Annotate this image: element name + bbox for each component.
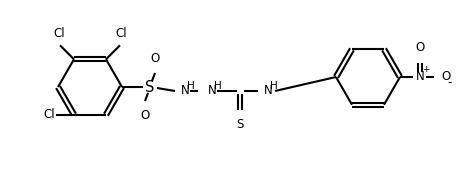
Text: H: H: [270, 81, 278, 91]
Text: N: N: [208, 84, 217, 98]
Text: Cl: Cl: [53, 27, 65, 40]
Text: Cl: Cl: [115, 27, 127, 40]
Text: O: O: [150, 52, 159, 65]
Text: O: O: [140, 109, 149, 122]
Text: S: S: [236, 118, 244, 131]
Text: +: +: [422, 66, 430, 75]
Text: H: H: [214, 81, 222, 91]
Text: O: O: [416, 41, 425, 54]
Text: N: N: [264, 84, 272, 98]
Text: S: S: [145, 80, 155, 94]
Text: O: O: [441, 71, 450, 84]
Text: N: N: [416, 71, 425, 84]
Text: N: N: [180, 84, 189, 98]
Text: -: -: [448, 76, 452, 89]
Text: H: H: [187, 81, 195, 91]
Text: Cl: Cl: [43, 108, 55, 121]
